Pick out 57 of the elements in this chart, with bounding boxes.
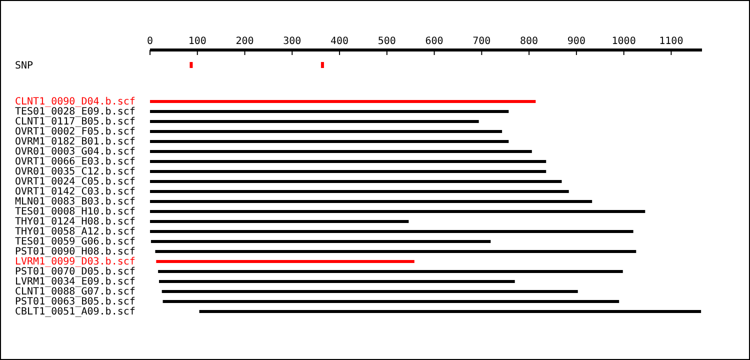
- bar: [150, 170, 546, 173]
- x-tick-label: 0: [146, 36, 154, 47]
- bar: [150, 190, 569, 193]
- x-tick-label: 600: [425, 36, 444, 47]
- bar: [150, 210, 646, 213]
- bar: [150, 240, 491, 243]
- x-tick-label: 300: [283, 36, 302, 47]
- x-tick-label: 700: [472, 36, 491, 47]
- y-tick-label: CLNT1_0090_D04.b.scf: [15, 96, 136, 108]
- y-tick-label: OVRT1_0066_E03.b.scf: [15, 156, 136, 168]
- bar: [155, 250, 636, 253]
- y-tick-label: TES01_0008_H10.b.scf: [15, 206, 136, 218]
- y-tick-label: CBLT1_0051_A09.b.scf: [15, 306, 136, 318]
- x-tick-label: 200: [236, 36, 254, 47]
- y-tick-label: CLNT1_0117_B05.b.scf: [15, 116, 136, 128]
- bar: [150, 130, 502, 133]
- bar: [150, 160, 546, 163]
- y-tick-label: TES01_0028_E09.b.scf: [15, 106, 136, 118]
- bar: [150, 110, 509, 113]
- y-tick-label: CLNT1_0088_G07.b.scf: [15, 286, 136, 298]
- y-tick-label: LVRM1_0099_D03.b.scf: [15, 256, 136, 268]
- bar: [150, 200, 592, 203]
- x-tick-label: 900: [567, 36, 586, 47]
- bar: [162, 300, 620, 303]
- y-tick-label: PST01_0063_B05.b.scf: [15, 296, 136, 308]
- bar: [150, 120, 479, 123]
- y-tick-label: OVRT1_0002_F05.b.scf: [15, 126, 136, 138]
- bar: [159, 280, 515, 283]
- x-tick-label: 800: [520, 36, 538, 47]
- x-tick-label: 1100: [659, 36, 684, 47]
- bar: [150, 140, 509, 143]
- y-tick-label: THY01_0058_A12.b.scf: [15, 226, 136, 238]
- x-tick-label: 400: [330, 36, 349, 47]
- y-tick-label: PST01_0090_H08.b.scf: [15, 246, 136, 258]
- bar: [158, 270, 623, 273]
- y-tick-label: THY01_0124_H08.b.scf: [15, 216, 136, 228]
- y-tick-label: OVRM1_0182_B01.b.scf: [15, 136, 136, 148]
- bar: [199, 310, 702, 313]
- bar: [150, 180, 562, 183]
- y-tick-label: OVRT1_0142_C03.b.scf: [15, 186, 136, 198]
- y-tick-label: PST01_0070_D05.b.scf: [15, 266, 136, 278]
- y-tick-label: OVR01_0003_G04.b.scf: [15, 146, 136, 158]
- x-tick-label: 1000: [612, 36, 636, 47]
- x-tick-label: 500: [378, 36, 396, 47]
- bar: [150, 230, 634, 233]
- bar: [150, 150, 532, 153]
- y-tick-label: LVRM1_0034_E09.b.scf: [15, 276, 136, 288]
- bar: [156, 260, 414, 263]
- y-tick-label: TES01_0059_G06.b.scf: [15, 236, 136, 248]
- x-tick-label: 100: [188, 36, 206, 47]
- bar: [162, 290, 578, 293]
- y-tick-label: OVRT1_0024_C05.b.scf: [15, 176, 136, 188]
- y-tick-label: MLN01_0083_B03.b.scf: [15, 196, 136, 208]
- y-tick-label: OVR01_0035_C12.b.scf: [15, 166, 136, 178]
- y-tick-label: SNP: [15, 60, 34, 72]
- bar: [150, 220, 409, 223]
- bar: [150, 100, 536, 103]
